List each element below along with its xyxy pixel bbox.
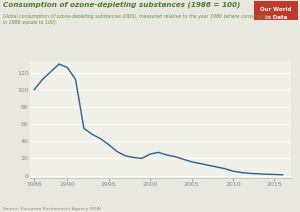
Text: in Data: in Data bbox=[265, 15, 287, 20]
Text: Consumption of ozone-depleting substances (1986 = 100): Consumption of ozone-depleting substance… bbox=[3, 1, 240, 8]
Text: Our World: Our World bbox=[260, 7, 292, 12]
Text: Global consumption of ozone-depleting substances (ODS), measured relative to the: Global consumption of ozone-depleting su… bbox=[3, 14, 271, 25]
Text: Source: European Environment Agency (EEA): Source: European Environment Agency (EEA… bbox=[3, 207, 101, 211]
